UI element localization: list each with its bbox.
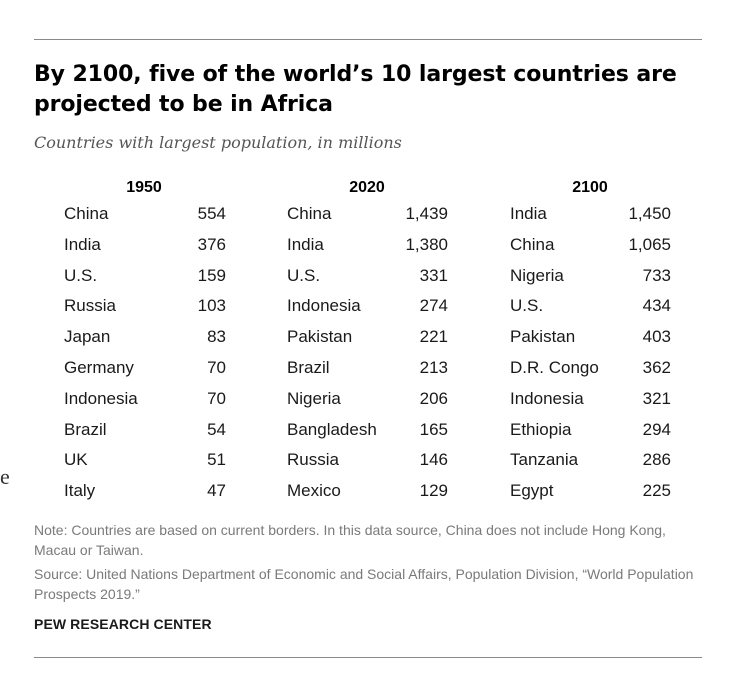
population-value-2100-6: 362 (642, 358, 671, 377)
pew-research-center-logo: PEW RESEARCH CENTER (34, 616, 212, 632)
population-value-2100-10: 225 (642, 481, 671, 501)
country-name-1950-1: China (64, 204, 109, 223)
population-value-1950-2: 376 (197, 234, 226, 254)
population-value-2100-7: 321 (642, 388, 671, 408)
population-value-2020-10: 129 (419, 481, 448, 501)
population-value-1950-8: 54 (207, 419, 226, 439)
country-name-2020-4: Indonesia (287, 296, 361, 316)
population-value-2020-2: 1,380 (405, 234, 448, 254)
population-value-2020-9: 146 (419, 450, 448, 470)
country-name-2100-5: Pakistan (510, 327, 576, 347)
country-name-1950-6: Germany (64, 358, 134, 377)
year-header-2020: 2020 (349, 179, 385, 196)
country-name-2020-8: Bangladesh (287, 419, 377, 439)
country-name-1950-4: Russia (64, 296, 116, 316)
country-name-1950-10: Italy (64, 481, 96, 501)
population-value-1950-6: 70 (207, 358, 226, 377)
country-name-2100-3: Nigeria (510, 265, 564, 285)
bottom-divider (34, 657, 702, 658)
country-name-2100-9: Tanzania (510, 450, 579, 470)
chart-title: By 2100, five of the world’s 10 largest … (34, 62, 677, 117)
population-value-2100-5: 403 (642, 327, 671, 347)
country-name-2020-10: Mexico (287, 481, 341, 501)
year-header-1950: 1950 (126, 179, 162, 196)
country-name-2100-10: Egypt (510, 481, 554, 501)
population-value-2020-1: 1,439 (405, 204, 448, 223)
population-value-2020-5: 221 (419, 327, 448, 347)
country-name-2020-6: Brazil (287, 358, 330, 377)
country-name-2100-6: D.R. Congo (510, 358, 599, 377)
country-name-1950-8: Brazil (64, 419, 107, 439)
chart-source: Source: United Nations Department of Eco… (34, 566, 694, 602)
population-value-2020-3: 331 (419, 265, 448, 285)
country-name-2100-7: Indonesia (510, 388, 584, 408)
country-name-2020-5: Pakistan (287, 327, 353, 347)
country-name-1950-9: UK (64, 450, 88, 470)
population-value-2020-7: 206 (419, 388, 448, 408)
population-value-2100-3: 733 (642, 265, 671, 285)
population-value-2100-1: 1,450 (628, 204, 671, 223)
country-name-2020-9: Russia (287, 450, 339, 470)
population-value-2020-6: 213 (419, 358, 448, 377)
country-name-2020-3: U.S. (287, 265, 321, 285)
population-value-1950-9: 51 (207, 450, 226, 470)
country-name-2020-2: India (287, 234, 324, 254)
population-value-2100-9: 286 (642, 450, 671, 470)
country-name-2100-8: Ethiopia (510, 419, 572, 439)
country-name-2100-2: China (510, 234, 555, 254)
country-name-1950-7: Indonesia (64, 388, 138, 408)
country-name-2100-1: India (510, 204, 547, 223)
top-divider (34, 39, 702, 40)
population-value-1950-7: 70 (207, 388, 226, 408)
population-value-2100-4: 434 (642, 296, 671, 316)
population-value-2100-8: 294 (642, 419, 671, 439)
population-value-1950-5: 83 (207, 327, 226, 347)
population-value-1950-10: 47 (207, 481, 226, 501)
country-name-2020-1: China (287, 204, 332, 223)
country-name-2100-4: U.S. (510, 296, 544, 316)
country-name-1950-5: Japan (64, 327, 111, 347)
population-value-1950-4: 103 (197, 296, 226, 316)
stray-edge-text: e (0, 464, 10, 489)
population-value-2100-2: 1,065 (628, 234, 671, 254)
year-header-2100: 2100 (572, 179, 608, 196)
country-name-2020-7: Nigeria (287, 388, 341, 408)
country-name-1950-2: India (64, 234, 101, 254)
population-value-1950-1: 554 (197, 204, 226, 223)
chart-note: Note: Countries are based on current bor… (34, 522, 666, 558)
population-value-2020-8: 165 (419, 419, 448, 439)
population-value-1950-3: 159 (197, 265, 226, 285)
chart-subtitle: Countries with largest population, in mi… (34, 133, 402, 152)
population-value-2020-4: 274 (419, 296, 448, 316)
country-name-1950-3: U.S. (64, 265, 98, 285)
